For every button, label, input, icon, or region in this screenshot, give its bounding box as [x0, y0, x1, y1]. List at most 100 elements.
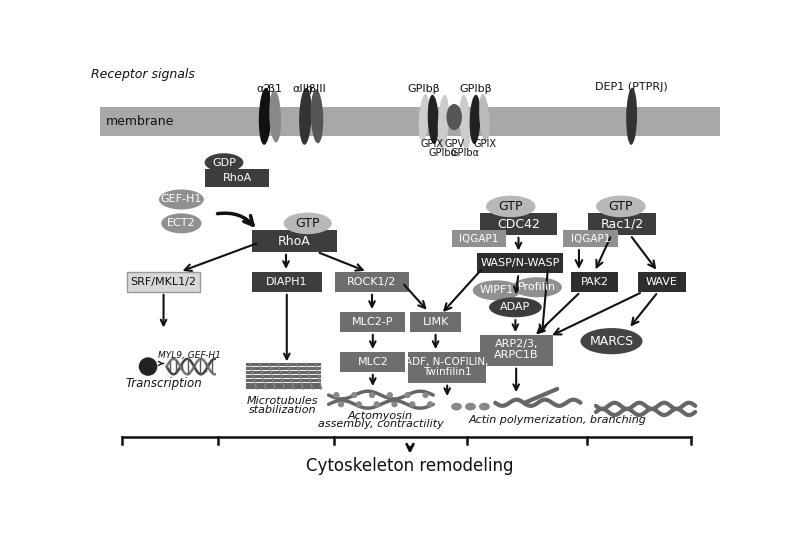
Ellipse shape	[486, 196, 535, 217]
FancyBboxPatch shape	[478, 253, 562, 273]
Text: Cytoskeleton remodeling: Cytoskeleton remodeling	[306, 457, 514, 475]
Ellipse shape	[581, 328, 642, 354]
Ellipse shape	[459, 95, 470, 150]
Text: PAK2: PAK2	[581, 277, 609, 287]
Text: β1: β1	[268, 84, 282, 94]
Text: ECT2: ECT2	[167, 219, 196, 228]
Text: WAVE: WAVE	[646, 277, 678, 287]
Ellipse shape	[479, 403, 490, 410]
Ellipse shape	[418, 94, 430, 142]
Ellipse shape	[391, 401, 398, 407]
Ellipse shape	[438, 95, 449, 150]
Text: GTP: GTP	[609, 200, 633, 213]
FancyBboxPatch shape	[480, 213, 558, 235]
Ellipse shape	[422, 392, 429, 398]
Text: MLC2-P: MLC2-P	[352, 317, 394, 327]
Ellipse shape	[205, 154, 243, 172]
Text: ARP2/3,: ARP2/3,	[494, 339, 538, 349]
FancyBboxPatch shape	[252, 230, 337, 252]
FancyBboxPatch shape	[340, 312, 406, 332]
Ellipse shape	[258, 88, 271, 145]
Text: Receptor signals: Receptor signals	[90, 68, 194, 81]
Text: Twinfilin1: Twinfilin1	[423, 367, 471, 377]
FancyBboxPatch shape	[480, 335, 554, 366]
FancyBboxPatch shape	[409, 352, 486, 383]
Text: RhoA: RhoA	[222, 173, 252, 183]
FancyBboxPatch shape	[335, 272, 410, 292]
Ellipse shape	[299, 88, 312, 145]
FancyBboxPatch shape	[452, 230, 506, 247]
Text: WASP/N-WASP: WASP/N-WASP	[480, 259, 560, 269]
Ellipse shape	[479, 94, 490, 142]
Ellipse shape	[428, 95, 438, 144]
Text: GPIbα: GPIbα	[429, 148, 458, 158]
Ellipse shape	[386, 392, 393, 398]
Ellipse shape	[374, 401, 380, 407]
Text: αIIb: αIIb	[293, 84, 314, 94]
Ellipse shape	[270, 90, 281, 142]
Text: α2: α2	[256, 84, 270, 94]
Ellipse shape	[427, 401, 434, 407]
Text: GPIX: GPIX	[421, 139, 444, 149]
Ellipse shape	[470, 95, 481, 144]
FancyBboxPatch shape	[206, 168, 269, 187]
Text: CDC42: CDC42	[497, 217, 540, 231]
Text: βIII: βIII	[310, 84, 326, 94]
Text: GEF-H1: GEF-H1	[161, 195, 202, 205]
Text: GPIX: GPIX	[474, 139, 497, 149]
Ellipse shape	[351, 392, 358, 398]
Text: IQGAP1: IQGAP1	[571, 234, 610, 244]
Ellipse shape	[596, 196, 646, 217]
FancyBboxPatch shape	[410, 312, 461, 332]
FancyBboxPatch shape	[563, 230, 618, 247]
FancyBboxPatch shape	[571, 272, 618, 292]
Text: membrane: membrane	[106, 115, 174, 128]
Ellipse shape	[465, 403, 476, 410]
Text: DEP1 (PTPRJ): DEP1 (PTPRJ)	[595, 82, 668, 92]
Ellipse shape	[489, 297, 542, 317]
Ellipse shape	[512, 277, 562, 297]
FancyBboxPatch shape	[100, 107, 720, 136]
Text: Rac1/2: Rac1/2	[601, 217, 644, 231]
Text: assembly, contractility: assembly, contractility	[318, 419, 443, 429]
Ellipse shape	[138, 357, 158, 376]
Text: GPV: GPV	[444, 139, 464, 149]
Text: GPIbβ: GPIbβ	[408, 84, 440, 94]
Text: GTP: GTP	[295, 217, 320, 230]
Text: GDP: GDP	[212, 158, 236, 167]
Text: ARPC1B: ARPC1B	[494, 350, 538, 360]
Text: ROCK1/2: ROCK1/2	[347, 277, 397, 287]
Text: GTP: GTP	[498, 200, 523, 213]
Text: stabilization: stabilization	[249, 405, 317, 415]
Text: Actin polymerization, branching: Actin polymerization, branching	[468, 415, 646, 425]
Text: MLC2: MLC2	[358, 357, 388, 367]
Text: MARCS: MARCS	[590, 335, 634, 348]
FancyBboxPatch shape	[127, 272, 200, 292]
FancyBboxPatch shape	[340, 352, 406, 372]
Ellipse shape	[356, 401, 362, 407]
Text: SRF/MKL1/2: SRF/MKL1/2	[130, 277, 197, 287]
FancyBboxPatch shape	[588, 213, 657, 235]
Text: GPIbβ: GPIbβ	[459, 84, 492, 94]
Ellipse shape	[159, 189, 204, 209]
Ellipse shape	[405, 392, 410, 398]
Text: Microtubules: Microtubules	[247, 396, 318, 406]
Text: DIAPH1: DIAPH1	[266, 277, 307, 287]
Ellipse shape	[310, 90, 323, 143]
Text: GPIbα: GPIbα	[450, 148, 479, 158]
Ellipse shape	[369, 392, 375, 398]
Text: IQGAP1: IQGAP1	[459, 234, 498, 244]
Ellipse shape	[284, 213, 332, 234]
Ellipse shape	[410, 401, 415, 407]
FancyBboxPatch shape	[252, 272, 322, 292]
Ellipse shape	[162, 213, 202, 233]
Text: Transcription: Transcription	[125, 377, 202, 390]
Text: LIMK: LIMK	[422, 317, 449, 327]
Text: ADAP: ADAP	[500, 302, 530, 312]
Text: ADF, N-COFILIN,: ADF, N-COFILIN,	[406, 357, 489, 367]
Text: RhoA: RhoA	[278, 235, 311, 247]
Ellipse shape	[626, 88, 637, 145]
Text: Actomyosin: Actomyosin	[348, 411, 413, 421]
Ellipse shape	[451, 403, 462, 410]
Text: WIPF1: WIPF1	[480, 285, 514, 295]
